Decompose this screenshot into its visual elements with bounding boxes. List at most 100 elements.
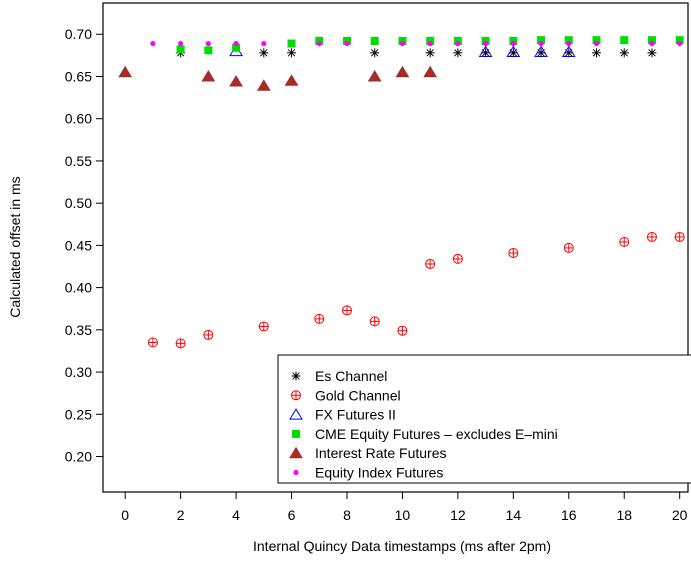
y-tick-label: 0.25 bbox=[65, 406, 92, 422]
data-point bbox=[150, 40, 156, 47]
data-point bbox=[508, 48, 518, 58]
data-point bbox=[423, 65, 438, 78]
data-point bbox=[261, 40, 267, 47]
data-point bbox=[564, 36, 573, 45]
data-point bbox=[478, 45, 493, 57]
legend-marker bbox=[289, 446, 303, 459]
series-0 bbox=[176, 48, 657, 58]
data-point bbox=[232, 43, 241, 52]
data-point bbox=[649, 40, 655, 47]
data-point bbox=[592, 48, 602, 58]
y-tick-label: 0.50 bbox=[65, 195, 92, 211]
data-point bbox=[369, 316, 380, 327]
series-1 bbox=[147, 231, 685, 349]
x-tick-label: 4 bbox=[232, 507, 240, 523]
data-points bbox=[118, 36, 685, 349]
legend-marker bbox=[293, 469, 299, 476]
data-point bbox=[427, 40, 433, 47]
legend-entry: CME Equity Futures – excludes E–mini bbox=[315, 426, 558, 442]
data-point bbox=[647, 48, 657, 58]
y-axis-title: Calculated offset in ms bbox=[7, 176, 23, 317]
data-point bbox=[176, 45, 185, 54]
data-point bbox=[233, 40, 239, 47]
legend-entry: Es Channel bbox=[315, 368, 387, 384]
x-axis-title: Internal Quincy Data timestamps (ms afte… bbox=[253, 538, 551, 554]
data-point bbox=[229, 75, 243, 87]
data-point bbox=[367, 70, 382, 82]
legend-marker bbox=[291, 390, 301, 401]
x-tick-label: 6 bbox=[288, 507, 296, 523]
data-point bbox=[537, 36, 546, 45]
data-point bbox=[284, 74, 299, 86]
series-5 bbox=[150, 40, 683, 47]
data-point bbox=[370, 48, 380, 58]
data-point bbox=[564, 48, 574, 58]
plot-frame bbox=[102, 2, 689, 493]
x-tick-label: 12 bbox=[450, 507, 466, 523]
data-point bbox=[620, 36, 629, 45]
data-point bbox=[647, 36, 656, 45]
data-point bbox=[256, 79, 271, 91]
data-point bbox=[175, 338, 186, 349]
legend-entry: Interest Rate Futures bbox=[315, 445, 447, 461]
data-point bbox=[508, 247, 519, 258]
data-point bbox=[481, 48, 491, 58]
data-point bbox=[287, 39, 296, 48]
series-2 bbox=[229, 44, 576, 57]
data-point bbox=[561, 45, 576, 57]
data-point bbox=[399, 40, 406, 47]
data-point bbox=[344, 40, 350, 47]
data-point bbox=[395, 65, 410, 78]
data-point bbox=[563, 242, 574, 253]
y-tick-label: 0.70 bbox=[65, 26, 92, 42]
data-point bbox=[538, 40, 544, 47]
data-point bbox=[425, 48, 435, 58]
x-tick-label: 2 bbox=[177, 507, 185, 523]
y-tick-label: 0.55 bbox=[65, 153, 92, 169]
data-point bbox=[314, 313, 325, 324]
data-point bbox=[258, 321, 269, 332]
data-point bbox=[674, 231, 685, 242]
x-tick-label: 8 bbox=[343, 507, 351, 523]
data-point bbox=[619, 48, 629, 58]
y-tick-label: 0.35 bbox=[65, 322, 92, 338]
data-point bbox=[205, 40, 211, 47]
data-point bbox=[536, 48, 546, 58]
legend-marker bbox=[292, 429, 300, 438]
data-point bbox=[675, 36, 684, 45]
y-tick-label: 0.30 bbox=[65, 364, 92, 380]
data-point bbox=[534, 45, 548, 57]
data-point bbox=[370, 37, 379, 46]
data-point bbox=[646, 231, 657, 242]
series-4 bbox=[118, 65, 438, 91]
data-point bbox=[201, 70, 216, 82]
legend-marker bbox=[289, 408, 303, 420]
y-tick-label: 0.40 bbox=[65, 280, 92, 296]
data-point bbox=[619, 237, 630, 248]
data-point bbox=[204, 46, 213, 55]
data-point bbox=[483, 40, 489, 47]
data-point bbox=[506, 45, 521, 57]
legend-marker bbox=[291, 371, 301, 381]
x-tick-label: 10 bbox=[395, 507, 411, 523]
data-point bbox=[287, 48, 297, 58]
data-point bbox=[397, 325, 408, 336]
data-point bbox=[203, 329, 214, 340]
data-point bbox=[425, 258, 436, 269]
data-point bbox=[316, 40, 322, 47]
data-point bbox=[118, 65, 133, 78]
y-axis: 0.20 0.25 0.30 0.35 0.40 0.45 0.50 0.55 0.60 0.65… bbox=[65, 26, 103, 465]
data-point bbox=[593, 40, 600, 47]
x-tick-label: 16 bbox=[561, 507, 577, 523]
x-tick-label: 20 bbox=[672, 507, 688, 523]
y-tick-label: 0.20 bbox=[65, 449, 92, 465]
data-point bbox=[510, 40, 516, 47]
x-tick-label: 0 bbox=[121, 507, 129, 523]
data-point bbox=[592, 36, 601, 45]
data-point bbox=[341, 305, 352, 316]
legend-entry: Equity Index Futures bbox=[315, 465, 443, 481]
data-point bbox=[677, 40, 683, 47]
legend-box bbox=[277, 354, 691, 484]
